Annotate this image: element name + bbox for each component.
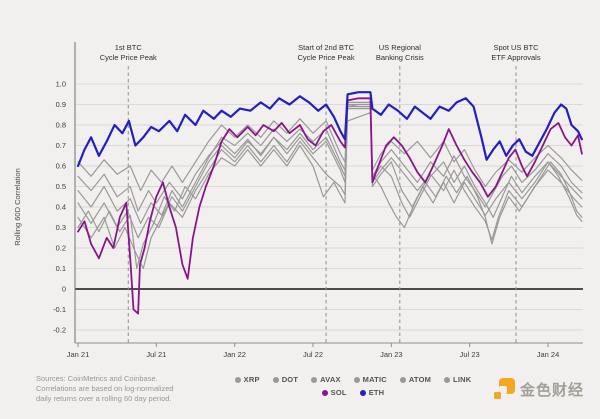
legend-dot-icon <box>272 376 279 383</box>
legend-label: XRP <box>243 375 260 384</box>
legend-dot-icon <box>353 376 360 383</box>
chart-footer: Sources: CoinMetrics and Coinbase. Corre… <box>0 368 600 419</box>
x-tick-label: Jul 21 <box>146 350 166 359</box>
legend-item-AVAX: AVAX <box>311 375 341 384</box>
legend-label: ATOM <box>408 375 432 384</box>
chart-legend: XRP DOT AVAX MATIC ATOM LINK SOL ETH <box>234 375 471 397</box>
x-tick-label: Jan 23 <box>380 350 403 359</box>
annotation-label: Banking Crisis <box>376 53 424 62</box>
jinse-finance-logo: 金色财经 <box>468 378 584 400</box>
legend-label: SOL <box>330 388 347 397</box>
legend-label: ETH <box>368 388 385 397</box>
annotation-label: Start of 2nd BTC <box>298 43 354 52</box>
annotation-label: Cycle Price Peak <box>100 53 157 62</box>
series-line-MATIC <box>77 112 583 270</box>
y-tick-label: 0.2 <box>56 244 66 253</box>
x-tick-label: Jul 22 <box>303 350 323 359</box>
legend-item-ETH: ETH <box>359 388 385 397</box>
series-line-DOT <box>77 101 583 192</box>
y-tick-label: 0.9 <box>56 100 66 109</box>
legend-dot-icon <box>311 376 318 383</box>
legend-item-ATOM: ATOM <box>399 375 432 384</box>
source-note: Sources: CoinMetrics and Coinbase. Corre… <box>36 374 226 404</box>
chart-canvas: 1.0 0.9 0.8 0.7 0.6 0.5 0.4 0.3 0.2 0.1 0 -0.1 -0.2 J… <box>13 42 583 359</box>
legend-label: MATIC <box>362 375 387 384</box>
legend-dot-icon <box>399 376 406 383</box>
jinse-finance-icon <box>493 378 515 400</box>
y-tick-label: 1.0 <box>56 80 66 89</box>
series-line-XRP <box>77 103 583 212</box>
jinse-finance-name: 金色财经 <box>519 381 584 399</box>
legend-item-MATIC: MATIC <box>353 375 387 384</box>
y-tick-label: 0.1 <box>56 264 66 273</box>
annotation-label: ETF Approvals <box>491 53 540 62</box>
legend-dot-icon <box>321 389 328 396</box>
annotation-label: Cycle Price Peak <box>298 53 355 62</box>
y-tick-label: 0.5 <box>56 182 66 191</box>
y-tick-label: 0.4 <box>56 203 66 212</box>
correlation-chart: 1.0 0.9 0.8 0.7 0.6 0.5 0.4 0.3 0.2 0.1 0 -0.1 -0.2 J… <box>13 42 583 359</box>
legend-label: AVAX <box>320 375 341 384</box>
legend-item-LINK: LINK <box>444 375 471 384</box>
source-note-line: Sources: CoinMetrics and Coinbase. <box>36 374 158 383</box>
legend-row: SOL ETH <box>321 388 385 397</box>
y-tick-label: 0.3 <box>56 223 66 232</box>
x-tick-label: Jan 22 <box>223 350 246 359</box>
y-tick-label: 0.8 <box>56 121 66 130</box>
series-line-SOL <box>77 97 583 315</box>
source-note-line: Correlations are based on log-normalized <box>36 384 174 393</box>
legend-row: XRP DOT AVAX MATIC ATOM LINK <box>234 375 472 384</box>
legend-item-SOL: SOL <box>321 388 347 397</box>
legend-dot-icon <box>359 389 366 396</box>
source-note-line: daily returns over a rolling 60 day peri… <box>36 394 172 403</box>
x-tick-label: Jan 24 <box>537 350 560 359</box>
y-tick-label: -0.1 <box>53 305 66 314</box>
series-line-ETH <box>76 91 583 168</box>
legend-label: LINK <box>453 375 472 384</box>
legend-dot-icon <box>234 376 241 383</box>
legend-item-XRP: XRP <box>234 375 260 384</box>
annotation-label: US Regional <box>379 43 421 52</box>
y-axis-title: Rolling 60D Correlation <box>13 168 22 246</box>
legend-dot-icon <box>444 376 451 383</box>
y-tick-label: -0.2 <box>53 326 66 335</box>
legend-label: DOT <box>281 375 299 384</box>
x-tick-label: Jul 23 <box>460 350 480 359</box>
y-tick-label: 0 <box>62 285 66 294</box>
y-tick-label: 0.6 <box>56 162 66 171</box>
annotation-label: 1st BTC <box>115 43 143 52</box>
legend-item-DOT: DOT <box>272 375 299 384</box>
y-tick-label: 0.7 <box>56 141 66 150</box>
annotation-label: Spot US BTC <box>494 43 540 52</box>
x-tick-label: Jan 21 <box>67 350 90 359</box>
